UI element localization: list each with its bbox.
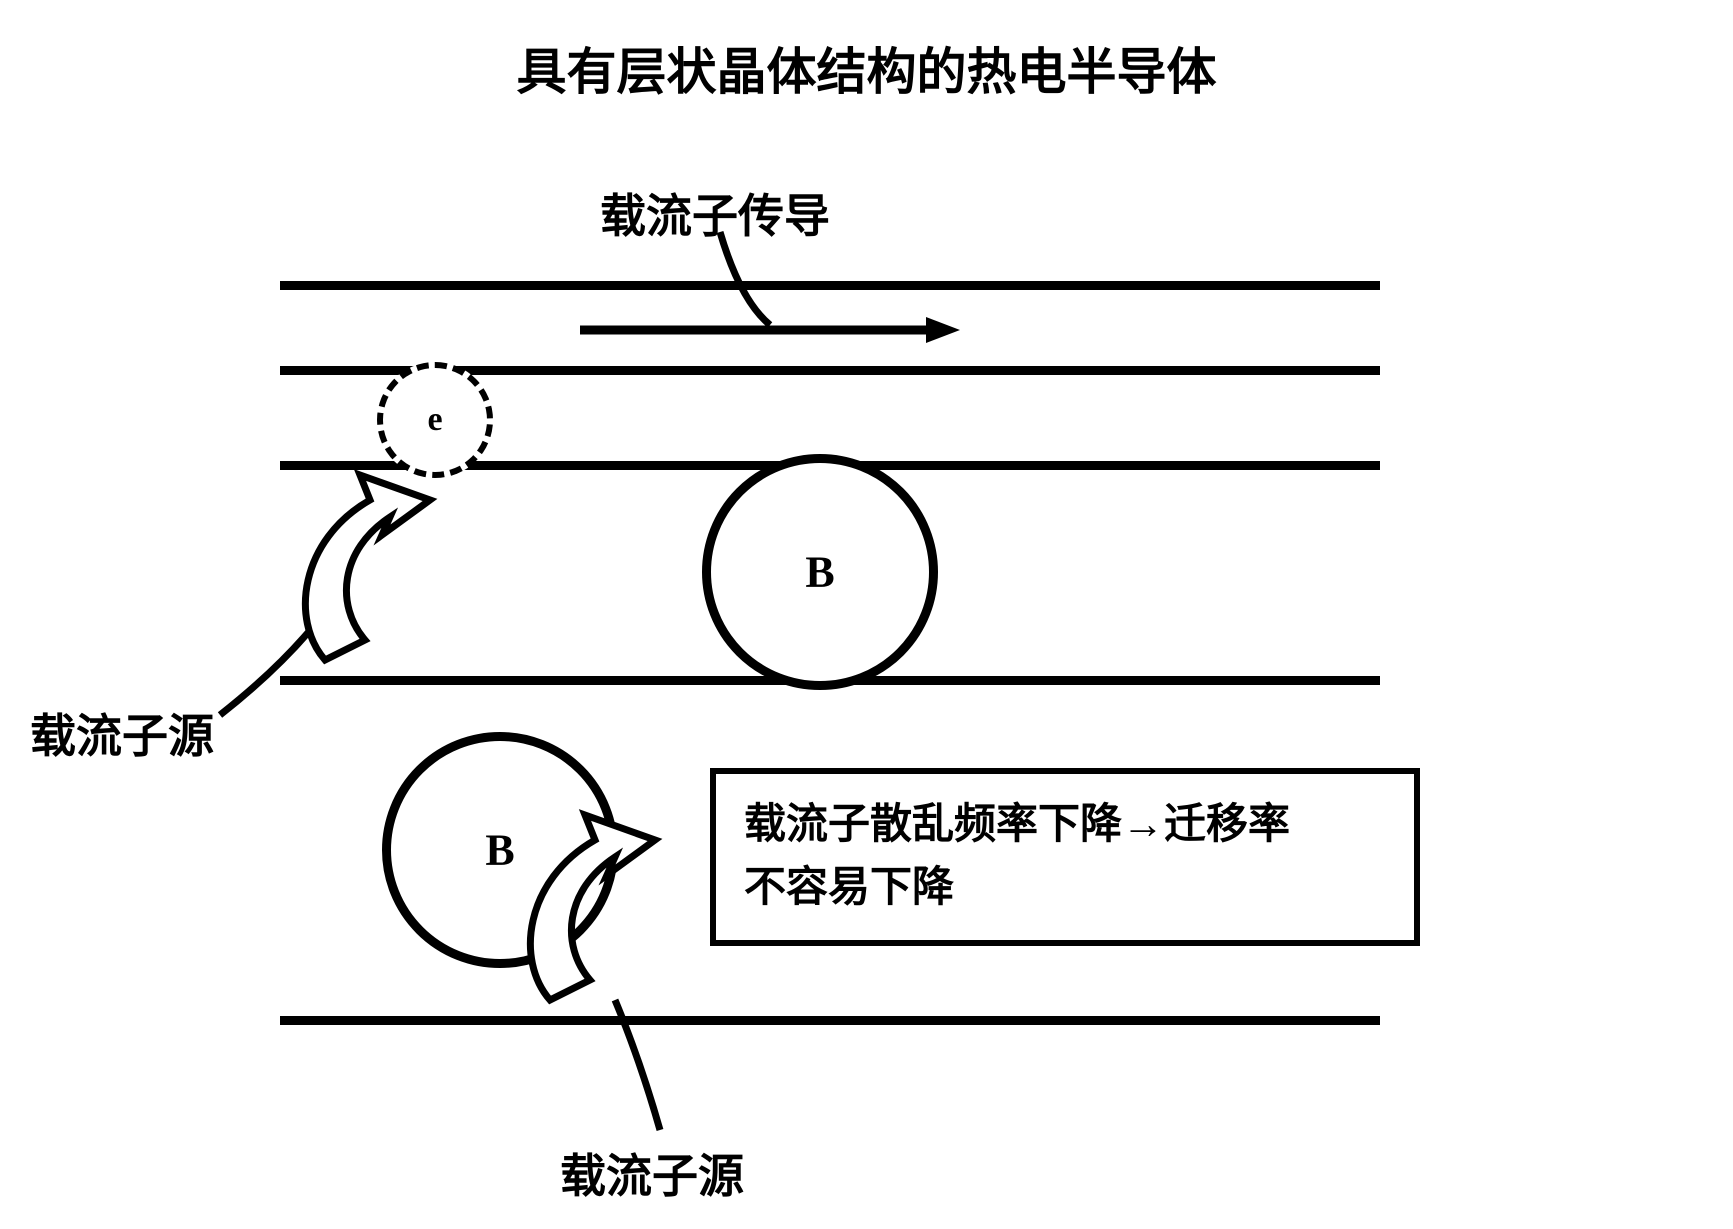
conduction-arrow [580,317,960,343]
label-carrier-source-bottom: 载流子源 [560,1140,744,1206]
pointer-source-left [220,605,330,715]
diagram-title: 具有层状晶体结构的热电半导体 [517,32,1217,104]
ribbon-arrow-upper [305,475,430,660]
layer-line-4 [280,1016,1380,1025]
conduction-arrow-head [926,317,960,343]
atom-b-0-label: B [805,547,834,598]
electron-label: e [427,401,442,439]
atom-b-0: B [702,454,938,690]
atom-b-1: B [382,732,618,968]
label-carrier-source-left: 载流子源 [30,700,214,766]
explanation-box: 载流子散乱频率下降→迁移率 不容易下降 [710,768,1420,946]
atom-b-1-label: B [485,825,514,876]
electron: e [377,362,493,478]
layer-line-0 [280,281,1380,290]
explanation-line-1: 载流子散乱频率下降→迁移率 [744,794,1386,857]
label-carrier-conduction: 载流子传导 [600,180,830,246]
explanation-line-2: 不容易下降 [744,857,1386,920]
